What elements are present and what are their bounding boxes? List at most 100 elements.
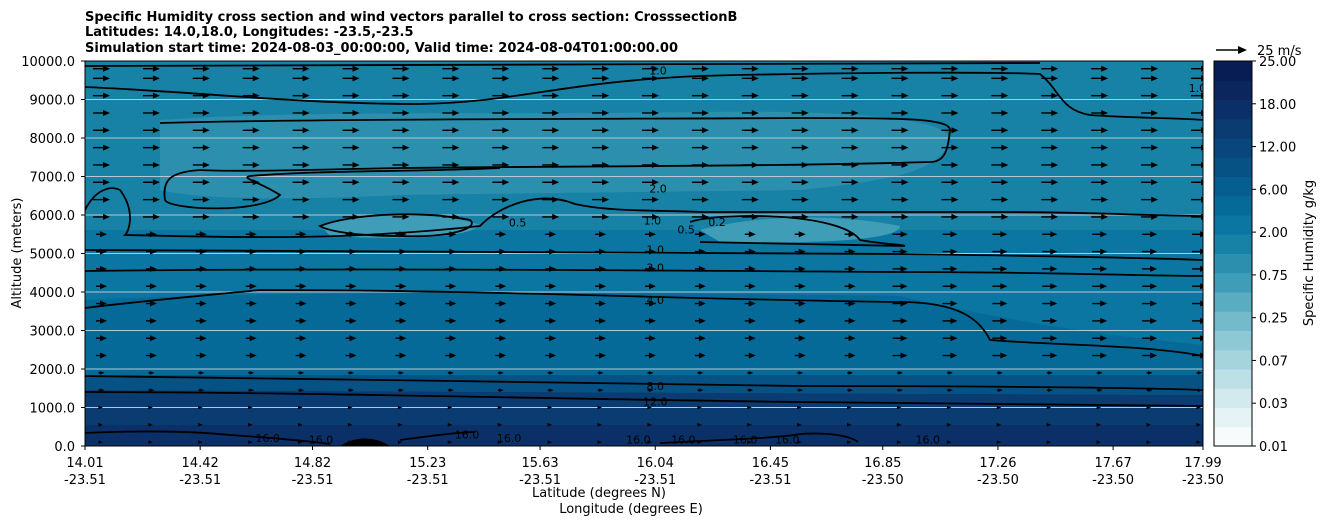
wind-vector (791, 109, 809, 116)
x-tick-label-lat: 17.99 (1184, 456, 1221, 471)
wind-vector (991, 92, 1009, 99)
wind-vector (1142, 317, 1158, 324)
wind-vector (891, 144, 909, 151)
y-axis-label: Altitude (meters) (10, 198, 25, 309)
wind-vector (1041, 75, 1059, 82)
wind-vector (96, 248, 107, 255)
wind-vector (744, 265, 756, 272)
wind-vector (242, 92, 260, 99)
wind-vector (495, 352, 507, 359)
wind-vector (298, 440, 303, 444)
wind-vector (1146, 405, 1152, 410)
wind-vector (1042, 231, 1058, 238)
contour-line (85, 375, 1203, 391)
wind-vector (542, 127, 560, 134)
wind-vector (1096, 423, 1102, 427)
chart-title-line-2: Latitudes: 14.0,18.0, Longitudes: -23.5,… (85, 25, 414, 40)
wind-vector (642, 127, 659, 134)
wind-vector (395, 231, 407, 238)
wind-vector (1141, 92, 1159, 99)
wind-vector (791, 92, 809, 99)
wind-vector (342, 75, 360, 82)
wind-vector (242, 65, 260, 72)
wind-vector (547, 440, 553, 444)
wind-vector (242, 127, 260, 134)
wind-vector (1192, 283, 1203, 290)
wind-vector (445, 352, 457, 359)
wind-vector (992, 300, 1008, 307)
wind-vector (991, 65, 1009, 72)
contour-lines (85, 62, 1203, 445)
contour-line (85, 391, 1203, 407)
wind-vector (445, 248, 457, 255)
wind-vector (242, 144, 260, 151)
wind-vector (942, 352, 958, 359)
wind-vector (1146, 388, 1153, 392)
wind-vector (148, 388, 155, 392)
wind-vector (98, 388, 105, 392)
wind-vector (744, 300, 756, 307)
wind-vector (96, 335, 107, 342)
wind-vector (442, 109, 460, 116)
wind-vector (497, 405, 503, 410)
colorbar-level (1214, 253, 1252, 274)
wind-vector (942, 248, 958, 255)
wind-vector (392, 75, 410, 82)
wind-vector (697, 371, 704, 375)
contour-label: 0.5 (245, 51, 263, 64)
colorbar-level (1214, 157, 1252, 177)
wind-vector (1142, 283, 1158, 290)
x-tick-label-lon: -23.50 (977, 473, 1019, 488)
wind-vector (447, 371, 454, 375)
wind-vector (694, 335, 706, 342)
wind-vector (1041, 144, 1059, 151)
wind-vector (592, 65, 610, 72)
contour-label: 1.0 (649, 64, 667, 77)
wind-vector (96, 352, 107, 359)
wind-vector (298, 388, 305, 392)
wind-vector (345, 317, 357, 324)
x-tick-label-lat: 14.82 (294, 456, 331, 471)
wind-vector (597, 405, 603, 410)
wind-vector (1142, 335, 1158, 342)
wind-vector (892, 335, 908, 342)
contour-line (85, 268, 1203, 277)
wind-vector (1141, 65, 1159, 72)
wind-vector (542, 161, 560, 168)
wind-vector (142, 144, 160, 151)
wind-vector (295, 352, 307, 359)
wind-vector (1092, 283, 1108, 290)
wind-vector (342, 213, 360, 220)
wind-vector (348, 388, 355, 392)
wind-vector (1142, 352, 1158, 359)
wind-vector (891, 127, 909, 134)
wind-vector (145, 352, 157, 359)
wind-vector (741, 144, 759, 151)
wind-vector (342, 109, 360, 116)
wind-vector (996, 440, 1002, 444)
wind-vector (442, 196, 460, 203)
wind-vector (245, 335, 257, 342)
wind-vector (642, 144, 659, 151)
colorbar-level (1214, 215, 1252, 235)
wind-vector (642, 213, 659, 220)
wind-vector (98, 371, 105, 375)
wind-vector (744, 248, 756, 255)
wind-vector (647, 440, 652, 444)
wind-vector (192, 109, 210, 116)
wind-vector (245, 231, 257, 238)
contour-label: 16.0 (255, 432, 280, 445)
wind-vector (797, 440, 802, 444)
contour-line (159, 117, 951, 210)
wind-vector (198, 440, 203, 444)
wind-vector (495, 231, 507, 238)
wind-vector (841, 92, 859, 99)
wind-vector (896, 440, 902, 444)
wind-vector (192, 92, 210, 99)
wind-vector (1046, 405, 1052, 410)
wind-vector (647, 388, 654, 392)
wind-vector (442, 65, 460, 72)
wind-vector (597, 423, 603, 427)
wind-vector (248, 371, 255, 375)
wind-vector (292, 179, 310, 186)
